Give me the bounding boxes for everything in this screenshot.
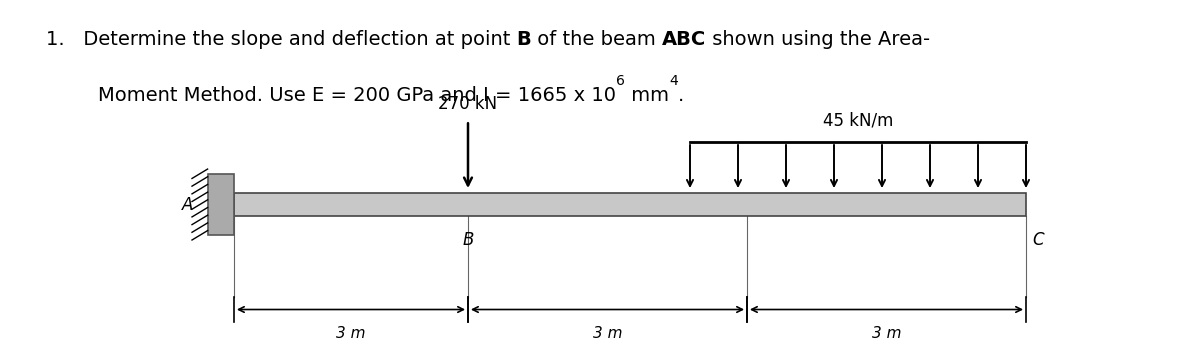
Text: B: B [516, 30, 530, 49]
Text: shown using the Area-: shown using the Area- [707, 30, 930, 49]
Text: 4: 4 [670, 74, 678, 88]
Text: A: A [182, 195, 193, 214]
Text: C: C [1032, 231, 1044, 249]
Text: 3 m: 3 m [871, 326, 901, 341]
Text: 45 kN/m: 45 kN/m [823, 111, 893, 129]
Text: 3 m: 3 m [336, 326, 366, 341]
Bar [234, 193, 1026, 216]
Text: 1.   Determine the slope and deflection at point: 1. Determine the slope and deflection at… [46, 30, 516, 49]
Text: 3 m: 3 m [593, 326, 623, 341]
Bar [208, 174, 234, 235]
Text: ABC: ABC [662, 30, 707, 49]
Text: 6: 6 [617, 74, 625, 88]
Text: Moment Method. Use E = 200 GPa and I = 1665 x 10: Moment Method. Use E = 200 GPa and I = 1… [98, 87, 617, 105]
Text: .: . [678, 87, 684, 105]
Text: 270 kN: 270 kN [438, 95, 498, 113]
Text: mm: mm [625, 87, 670, 105]
Text: of the beam: of the beam [530, 30, 662, 49]
Text: B: B [462, 231, 474, 249]
